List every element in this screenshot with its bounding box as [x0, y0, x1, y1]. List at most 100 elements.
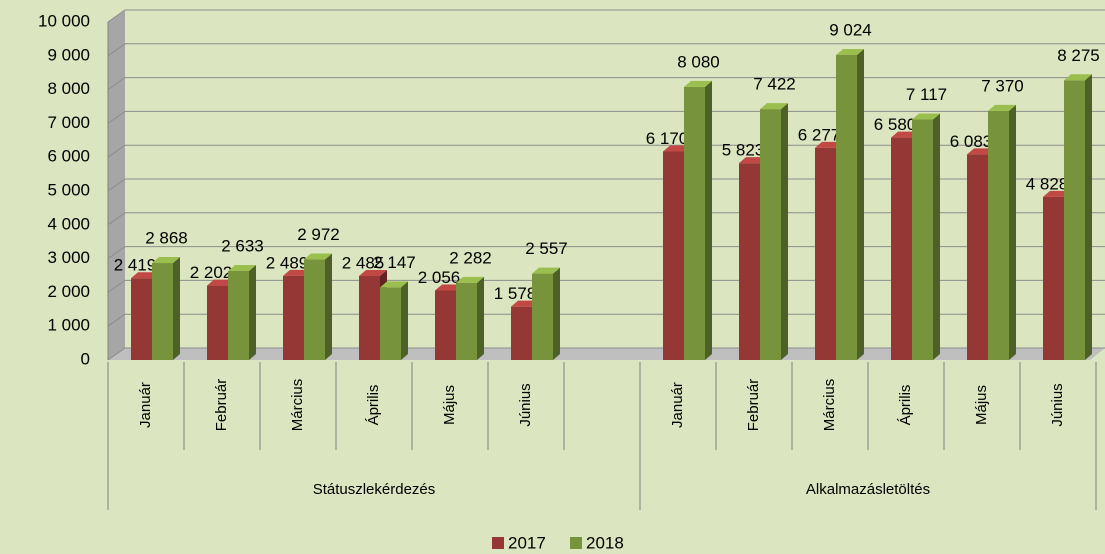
- group-label: Alkalmazásletöltés: [806, 481, 930, 498]
- y-tick-label: 5 000: [47, 180, 90, 199]
- grid-line-side: [107, 246, 126, 260]
- bar: [380, 287, 401, 360]
- bar: [815, 147, 836, 360]
- bar-top: [1064, 74, 1092, 81]
- x-tick-label: Április: [897, 385, 914, 426]
- value-label: 8 080: [677, 52, 720, 71]
- bar: [228, 271, 249, 360]
- y-tick-label: 2 000: [47, 282, 90, 301]
- bar-top: [988, 104, 1016, 111]
- bar: [131, 278, 152, 360]
- value-label: 7 370: [981, 76, 1024, 95]
- bar-side: [173, 257, 180, 360]
- bar-top: [760, 103, 788, 110]
- bar-top: [456, 276, 484, 283]
- value-label: 6 083: [950, 132, 993, 151]
- grid-line-side: [107, 347, 126, 361]
- bar: [532, 273, 553, 360]
- legend-swatch: [492, 537, 504, 549]
- bar-side: [1009, 104, 1016, 360]
- x-tick-label: Május: [441, 385, 458, 425]
- bar: [1064, 80, 1085, 361]
- value-label: 2 557: [525, 239, 568, 258]
- bar: [739, 163, 760, 360]
- x-tick-label: Március: [821, 379, 838, 432]
- legend-label: 2018: [586, 533, 624, 552]
- bar-top: [228, 265, 256, 272]
- grid-line-side: [107, 77, 126, 91]
- bar: [891, 137, 912, 360]
- value-label: 7 117: [906, 85, 947, 104]
- value-label: 1 578: [494, 284, 537, 303]
- bar: [967, 154, 988, 360]
- grid-line-side: [107, 313, 126, 327]
- grid-line-side: [107, 9, 126, 23]
- bar-top: [152, 257, 180, 264]
- grid-line-side: [107, 279, 126, 293]
- bar: [152, 263, 173, 360]
- value-label: 2 147: [373, 253, 416, 272]
- value-label: 2 868: [145, 229, 188, 248]
- bar-top: [684, 80, 712, 87]
- value-label: 8 275: [1057, 46, 1100, 65]
- bar: [988, 110, 1009, 360]
- value-label: 2 489: [266, 253, 309, 272]
- value-label: 2 485: [342, 253, 385, 272]
- y-tick-label: 0: [81, 349, 90, 368]
- value-label: 2 282: [449, 248, 492, 267]
- y-tick-label: 1 000: [47, 316, 90, 335]
- grid-line-side: [107, 178, 126, 192]
- y-tick-label: 3 000: [47, 248, 90, 267]
- value-label: 6 277: [798, 125, 841, 144]
- grid-line-side: [107, 144, 126, 158]
- bar-side: [933, 113, 940, 360]
- bar-side: [553, 267, 560, 360]
- value-label: 2 419: [114, 256, 157, 275]
- bar-top: [304, 253, 332, 260]
- bar-top: [836, 48, 864, 55]
- legend-swatch: [570, 537, 582, 549]
- bar: [760, 109, 781, 360]
- bar: [1043, 196, 1064, 360]
- y-tick-label: 6 000: [47, 147, 90, 166]
- bar: [359, 276, 380, 360]
- value-label: 2 056: [418, 268, 461, 287]
- value-label: 2 633: [221, 236, 264, 255]
- bar: [456, 282, 477, 360]
- bar-top: [359, 270, 387, 277]
- x-tick-label: Március: [289, 379, 306, 432]
- bar: [836, 54, 857, 360]
- bar-top: [532, 267, 560, 274]
- y-tick-label: 9 000: [47, 45, 90, 64]
- bar: [511, 306, 532, 360]
- legend-label: 2017: [508, 533, 546, 552]
- value-label: 6 170: [646, 129, 689, 148]
- x-tick-label: Január: [669, 382, 686, 428]
- bar: [663, 151, 684, 360]
- x-tick-label: Január: [137, 382, 154, 428]
- bar-top: [380, 281, 408, 288]
- value-label: 7 422: [753, 75, 796, 94]
- grid-line-side: [107, 110, 126, 124]
- bar-side: [401, 281, 408, 360]
- value-label: 2 972: [297, 225, 340, 244]
- y-tick-label: 8 000: [47, 79, 90, 98]
- value-label: 4 828: [1026, 174, 1069, 193]
- x-tick-label: Április: [365, 385, 382, 426]
- bar-side: [477, 276, 484, 360]
- x-tick-label: Május: [973, 385, 990, 425]
- bar-side: [325, 253, 332, 360]
- bar-side: [781, 103, 788, 360]
- value-label: 5 823: [722, 141, 765, 160]
- grid-line-side: [107, 43, 126, 57]
- bar-side: [1085, 74, 1092, 361]
- y-tick-label: 10 000: [38, 11, 90, 30]
- bar-side: [857, 48, 864, 360]
- bar: [684, 86, 705, 360]
- group-label: Státuszlekérdezés: [313, 481, 436, 498]
- x-tick-label: Június: [517, 383, 534, 426]
- bar-side: [705, 80, 712, 361]
- bar: [283, 275, 304, 360]
- bar: [304, 259, 325, 360]
